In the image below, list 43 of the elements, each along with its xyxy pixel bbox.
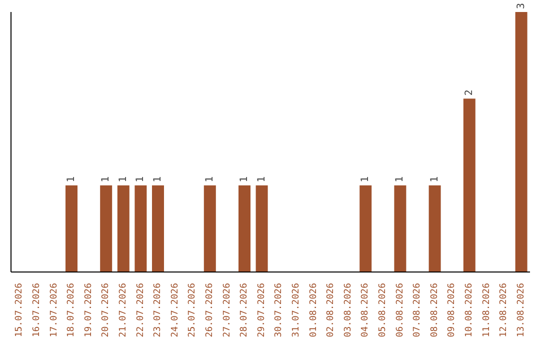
data-label: 1 <box>256 176 268 182</box>
x-tick-label: 26.07.2026 <box>204 283 215 338</box>
x-tick-label: 15.07.2026 <box>14 283 25 338</box>
x-tick-label: 07.08.2026 <box>412 283 423 338</box>
x-tick-label: 08.08.2026 <box>430 283 440 338</box>
x-tick-label: 25.07.2026 <box>188 283 198 338</box>
data-label: 1 <box>429 176 440 182</box>
x-tick-label: 09.08.2026 <box>447 283 458 338</box>
x-tick-label: 02.08.2026 <box>326 283 336 338</box>
x-tick-label: 11.08.2026 <box>482 283 492 338</box>
x-tick-label: 16.07.2026 <box>32 283 42 338</box>
x-tick-label: 01.08.2026 <box>308 283 319 338</box>
x-tick-label: 05.08.2026 <box>378 283 388 338</box>
x-tick-label: 20.07.2026 <box>101 283 112 338</box>
data-label: 1 <box>135 176 146 182</box>
data-label: 1 <box>118 176 129 182</box>
x-tick-label: 28.07.2026 <box>240 283 250 338</box>
data-label: 1 <box>66 176 77 182</box>
x-tick-label: 06.08.2026 <box>395 283 406 338</box>
x-tick-label: 21.07.2026 <box>118 283 128 338</box>
data-label: 1 <box>204 176 216 182</box>
x-tick-label: 12.08.2026 <box>499 283 510 338</box>
x-tick-label: 18.07.2026 <box>66 283 77 338</box>
x-tick-label: 30.07.2026 <box>274 283 284 338</box>
data-label: 3 <box>516 2 527 9</box>
x-tick-label: 27.07.2026 <box>222 283 232 338</box>
data-label: 1 <box>238 176 250 182</box>
data-label: 1 <box>394 176 406 182</box>
data-label: 2 <box>464 90 475 96</box>
x-tick-label: 17.07.2026 <box>49 283 60 338</box>
x-tick-label: 23.07.2026 <box>153 283 164 338</box>
x-tick-label: 13.08.2026 <box>516 283 526 338</box>
x-tick-label: 19.07.2026 <box>84 283 94 338</box>
x-tick-label: 22.07.2026 <box>136 283 146 338</box>
x-tick-label: 29.07.2026 <box>256 283 267 338</box>
x-tick-label: 24.07.2026 <box>170 283 180 338</box>
data-label: 1 <box>152 176 164 182</box>
x-tick-label: 10.08.2026 <box>464 283 474 338</box>
x-tick-label: 03.08.2026 <box>343 283 354 338</box>
x-tick-label: 04.08.2026 <box>360 283 371 338</box>
data-label: 1 <box>360 176 372 182</box>
x-tick-label: 31.07.2026 <box>291 283 302 338</box>
data-label: 1 <box>100 176 112 182</box>
